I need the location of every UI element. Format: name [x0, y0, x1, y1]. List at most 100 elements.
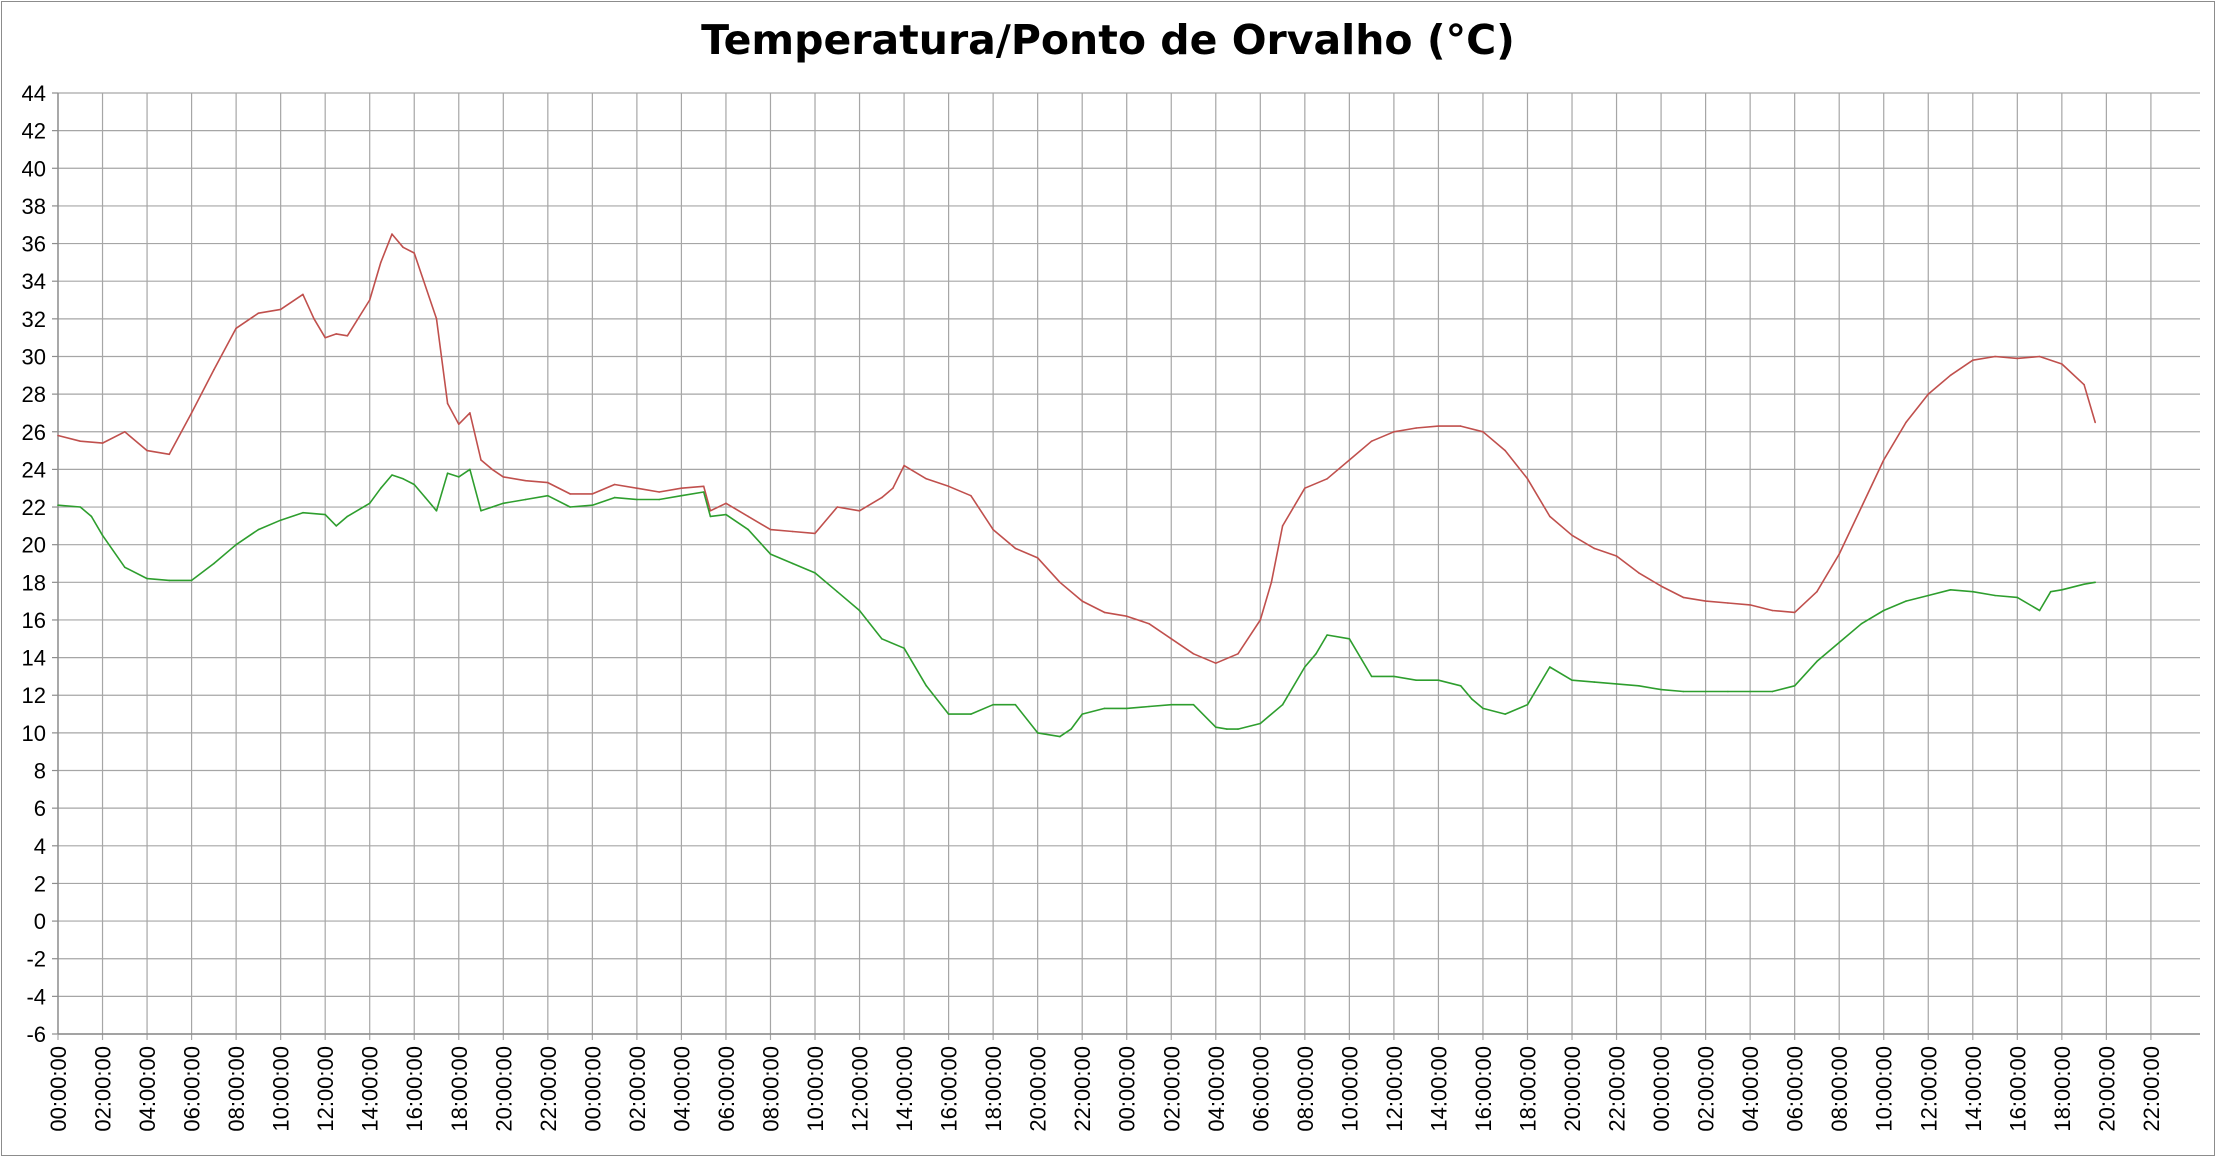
- x-tick-label: 14:00:00: [892, 1046, 917, 1132]
- data-point: [1838, 641, 1840, 644]
- y-tick-label: 34: [22, 269, 46, 294]
- y-tick-label: 26: [22, 420, 46, 445]
- data-point: [1949, 589, 1952, 591]
- data-point: [1749, 604, 1751, 606]
- x-tick-label: 10:00:00: [269, 1046, 294, 1132]
- grid-lines: [52, 92, 2200, 1040]
- data-point: [547, 494, 549, 497]
- data-point: [279, 308, 282, 311]
- data-point: [458, 423, 460, 426]
- data-point: [680, 494, 683, 497]
- x-tick-label: 14:00:00: [1426, 1046, 1451, 1132]
- data-point: [636, 487, 638, 490]
- data-point: [1304, 487, 1306, 490]
- data-point: [1615, 683, 1618, 685]
- data-point: [313, 318, 315, 320]
- data-point: [1771, 609, 1774, 612]
- data-point: [1014, 703, 1017, 706]
- series-lines: [57, 233, 2096, 738]
- data-point: [279, 519, 282, 521]
- data-point: [368, 502, 371, 505]
- data-point: [747, 515, 749, 518]
- data-point: [380, 487, 382, 490]
- data-point: [1682, 690, 1685, 693]
- data-point: [1170, 703, 1173, 706]
- data-point: [903, 647, 905, 649]
- data-point: [1571, 534, 1573, 537]
- data-point: [1393, 431, 1395, 433]
- data-point: [1571, 679, 1573, 681]
- x-tick-label: 18:00:00: [447, 1046, 472, 1132]
- data-point: [709, 515, 712, 518]
- data-point: [190, 579, 193, 582]
- x-tick-label: 06:00:00: [180, 1046, 205, 1132]
- x-tick-label: 08:00:00: [224, 1046, 249, 1132]
- y-tick-label: 28: [22, 382, 46, 407]
- x-tick-label: 18:00:00: [1515, 1046, 1540, 1132]
- y-tick-label: -6: [26, 1022, 46, 1047]
- data-point: [324, 336, 327, 339]
- data-point: [391, 233, 393, 235]
- data-point: [124, 566, 126, 569]
- data-point: [1793, 611, 1796, 614]
- data-point: [1059, 581, 1061, 584]
- x-tick-label: 20:00:00: [1026, 1046, 1051, 1132]
- data-point: [791, 562, 794, 565]
- chart-title: Temperatura/Ponto de Orvalho (°C): [701, 16, 1515, 64]
- data-point: [2038, 609, 2041, 612]
- data-point: [881, 496, 883, 499]
- data-point: [992, 528, 994, 531]
- y-tick-label: 10: [22, 721, 46, 746]
- data-point: [1148, 622, 1150, 625]
- data-point: [1226, 728, 1228, 730]
- x-tick-label: 00:00:00: [580, 1046, 605, 1132]
- y-tick-label: -2: [26, 947, 46, 972]
- data-point: [1482, 707, 1484, 710]
- data-point: [346, 335, 349, 337]
- data-point: [1326, 634, 1328, 636]
- data-point: [1170, 638, 1173, 640]
- data-point: [747, 528, 749, 531]
- data-point: [57, 504, 59, 507]
- data-point: [947, 713, 950, 715]
- y-tick-label: 38: [22, 194, 46, 219]
- data-point: [892, 487, 894, 490]
- data-point: [469, 412, 471, 414]
- data-point: [858, 609, 861, 612]
- data-point: [524, 479, 527, 482]
- data-point: [1771, 690, 1774, 693]
- data-point: [1437, 425, 1440, 427]
- data-point: [335, 333, 338, 335]
- data-point: [658, 491, 660, 493]
- y-tick-label: 40: [22, 156, 46, 181]
- data-point: [1192, 703, 1195, 706]
- data-point: [1927, 594, 1930, 597]
- data-point: [1793, 685, 1796, 687]
- data-point: [925, 685, 928, 687]
- data-point: [725, 502, 727, 505]
- data-point: [1370, 675, 1373, 678]
- data-point: [2049, 590, 2052, 593]
- data-point: [502, 476, 505, 478]
- data-point: [424, 496, 427, 499]
- data-point: [257, 312, 260, 315]
- data-point: [458, 476, 460, 478]
- x-tick-label: 06:00:00: [714, 1046, 739, 1132]
- x-tick-label: 02:00:00: [1159, 1046, 1184, 1132]
- data-point: [1727, 690, 1729, 693]
- data-point: [380, 261, 382, 264]
- data-point: [1270, 581, 1273, 584]
- data-point: [235, 327, 237, 330]
- data-point: [1838, 553, 1840, 555]
- data-point: [302, 293, 304, 296]
- data-point: [1281, 703, 1284, 706]
- y-tick-label: 30: [22, 344, 46, 369]
- data-point: [1103, 611, 1106, 614]
- x-tick-label: 12:00:00: [848, 1046, 873, 1132]
- data-point: [146, 577, 148, 580]
- data-point: [2094, 421, 2096, 424]
- y-tick-label: 42: [22, 119, 46, 144]
- data-point: [814, 532, 816, 535]
- data-point: [1237, 728, 1239, 730]
